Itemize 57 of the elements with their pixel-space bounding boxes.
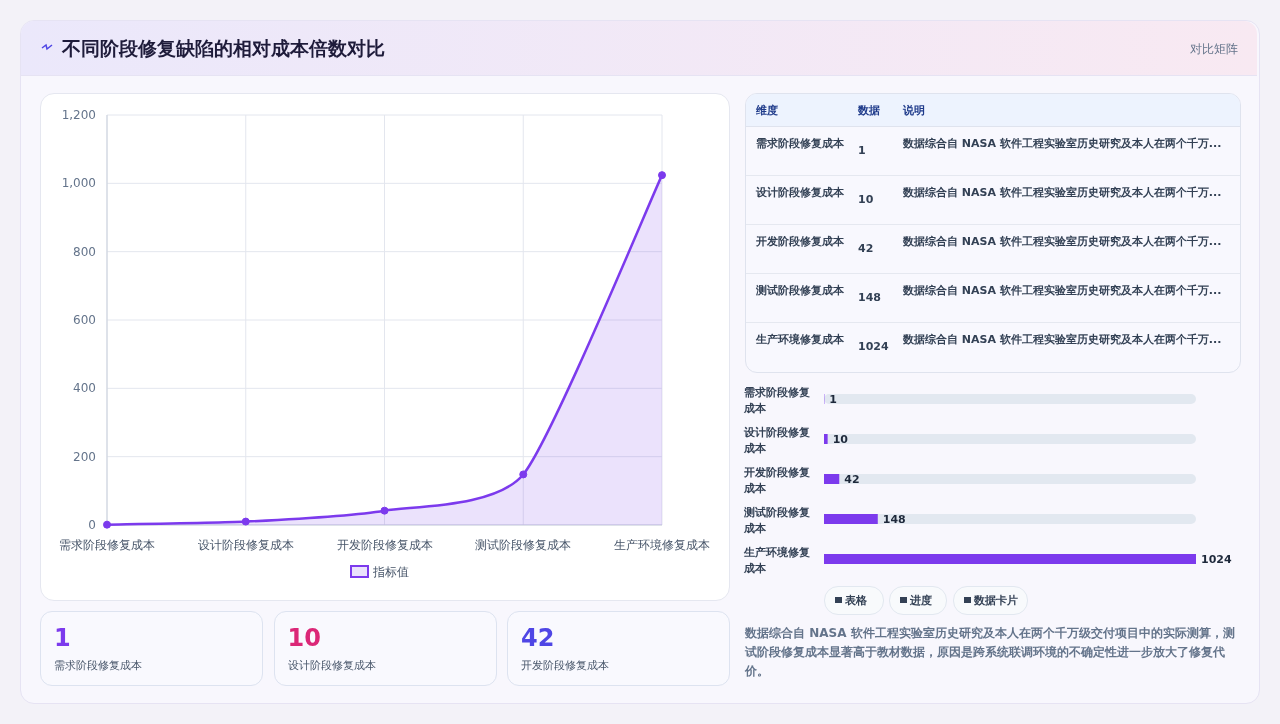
category-label: 数据综合自 NASA 软件工程实验室历史研究及本人在两个千万... bbox=[903, 235, 1222, 248]
text: 进度 bbox=[910, 593, 932, 608]
legend-label: 指标值 bbox=[372, 565, 409, 579]
text: 数据卡片 bbox=[974, 593, 1018, 608]
text: 维度 bbox=[756, 103, 778, 118]
category-label: 生产环境修复成本 bbox=[756, 332, 845, 347]
data-label: 1 bbox=[54, 624, 71, 652]
bar bbox=[824, 474, 840, 484]
text: 数据 bbox=[858, 103, 880, 118]
text: 数据综合自 NASA 软件工程实验室历史研究及本人在两个千万级交付项目中的实际测算，测试阶段修复成本显著高于教材数据，原因是跨系统联调环境的不确定性进一步放大了修复代价。 bbox=[745, 625, 1236, 680]
bar bbox=[824, 434, 828, 444]
x-tick-label: 设计阶段修复成本 bbox=[197, 538, 294, 552]
x-tick-label: 测试阶段修复成本 bbox=[475, 538, 572, 552]
text: 对比矩阵 bbox=[1189, 41, 1238, 58]
data-label: 1 bbox=[829, 393, 838, 406]
y-tick-label: 600 bbox=[73, 313, 96, 327]
category-label: 设计阶段修复成本 bbox=[756, 185, 845, 200]
y-tick-label: 200 bbox=[73, 449, 96, 464]
text: 表格 bbox=[845, 593, 867, 608]
data-label: 148 bbox=[858, 291, 881, 304]
data-label: 42 bbox=[521, 624, 555, 652]
category-label: 数据综合自 NASA 软件工程实验室历史研究及本人在两个千万... bbox=[903, 137, 1222, 150]
y-tick-label: 设计阶段修复成本 bbox=[744, 425, 811, 457]
y-tick-label: 需求阶段修复成本 bbox=[744, 385, 811, 417]
point bbox=[519, 470, 528, 479]
data-label: 1024 bbox=[1201, 553, 1232, 566]
data-label: 42 bbox=[844, 473, 860, 486]
text: 说明 bbox=[903, 103, 925, 118]
data-label: 1 bbox=[858, 144, 866, 157]
data-label: 1024 bbox=[858, 340, 889, 353]
data-label: 148 bbox=[882, 513, 906, 526]
bar bbox=[824, 514, 878, 524]
category-label: 数据综合自 NASA 软件工程实验室历史研究及本人在两个千万... bbox=[903, 333, 1222, 346]
y-tick-label: 1,000 bbox=[61, 176, 96, 191]
category-label: 测试阶段修复成本 bbox=[756, 283, 845, 298]
data-label: 42 bbox=[858, 242, 874, 255]
data-label: 10 bbox=[287, 624, 321, 652]
category-label: 开发阶段修复成本 bbox=[521, 658, 609, 673]
point bbox=[103, 520, 111, 529]
y-tick-label: 800 bbox=[73, 244, 96, 259]
point bbox=[380, 506, 389, 515]
y-tick-label: 开发阶段修复成本 bbox=[744, 465, 811, 497]
y-tick-label: 400 bbox=[73, 381, 96, 396]
point bbox=[658, 171, 666, 180]
category-label: 开发阶段修复成本 bbox=[756, 234, 845, 249]
x-tick-label: 开发阶段修复成本 bbox=[336, 538, 433, 552]
data-label: 10 bbox=[832, 433, 849, 446]
y-tick-label: 1,200 bbox=[61, 108, 96, 122]
category-label: 数据综合自 NASA 软件工程实验室历史研究及本人在两个千万... bbox=[903, 284, 1222, 297]
chart-title: 不同阶段修复缺陷的相对成本倍数对比 bbox=[62, 36, 385, 61]
category-label: 数据综合自 NASA 软件工程实验室历史研究及本人在两个千万... bbox=[903, 186, 1222, 199]
x-tick-label: 生产环境修复成本 bbox=[614, 538, 710, 552]
point bbox=[241, 517, 250, 526]
y-tick-label: 0 bbox=[88, 518, 96, 532]
category-label: 需求阶段修复成本 bbox=[756, 136, 845, 151]
category-label: 设计阶段修复成本 bbox=[287, 658, 376, 673]
data-label: 10 bbox=[858, 193, 874, 206]
